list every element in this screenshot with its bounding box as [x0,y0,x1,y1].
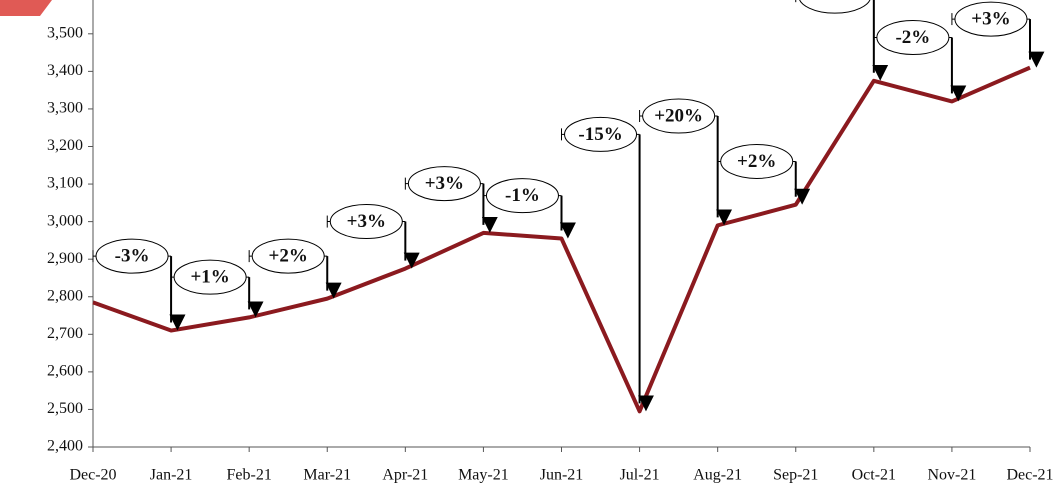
annotation-bubble [799,0,871,14]
x-tick-label: May-21 [458,467,509,484]
y-tick-label: 2,500 [47,400,83,417]
y-tick-label: 3,200 [47,137,83,154]
annotation-label: -1% [505,185,540,206]
change-annotation: -3% [92,238,186,331]
annotation-label: +20% [654,105,703,126]
x-tick-label: Jan-21 [150,467,193,484]
change-annotation: +1% [170,259,264,318]
y-tick-label: 2,900 [47,250,83,267]
corner-decoration [0,0,52,16]
annotation-label: +3% [971,8,1010,29]
annotation-bubble [564,116,638,152]
annotation-label: +2% [737,151,776,172]
annotation-label: +2% [269,245,308,266]
x-tick-label: Oct-21 [852,467,896,484]
y-tick-label: 3,100 [47,175,83,192]
x-tick-label: Nov-21 [927,467,976,484]
data-line [92,65,1031,414]
annotation-label: -2% [895,27,930,48]
y-tick-label: 2,600 [47,363,83,380]
change-annotation: -15% [561,116,654,412]
change-annotation: +20% [639,98,733,226]
x-tick-label: Apr-21 [382,467,428,484]
change-annotation: -2% [873,19,967,102]
change-annotation: -1% [482,178,576,239]
change-annotation: +2% [717,143,811,205]
annotation-bubble [95,238,169,274]
annotation-bubble [876,19,950,55]
annotation-bubble [173,259,247,295]
x-tick-label: Dec-20 [69,467,116,484]
annotation-bubble [954,1,1028,37]
y-tick-label: 3,000 [47,212,83,229]
change-annotation: +3% [326,204,420,269]
annotation-label: -15% [578,124,622,145]
x-tick-label: Dec-21 [1006,467,1053,484]
y-tick-label: 3,500 [47,24,83,41]
annotation-label: +3% [347,211,386,232]
change-annotation: +3% [951,1,1045,68]
y-tick-label: 3,300 [47,100,83,117]
x-tick-label: Jul-21 [620,467,660,484]
y-tick-label: 2,700 [47,325,83,342]
x-tick-label: Sep-21 [773,467,818,484]
change-annotation [795,0,889,81]
change-annotation: +2% [248,238,342,299]
change-annotation: +3% [404,166,498,233]
annotation-bubble [720,143,794,179]
annotation-bubble [251,238,325,274]
x-tick-label: Feb-21 [227,467,272,484]
annotation-label: -3% [115,245,150,266]
annotation-bubble [329,204,403,240]
y-tick-label: 2,400 [47,438,83,455]
annotation-label: +3% [425,173,464,194]
x-tick-label: Mar-21 [303,467,351,484]
y-tick-label: 2,800 [47,287,83,304]
annotation-bubble [642,98,716,134]
x-tick-label: Aug-21 [693,467,742,484]
x-tick-label: Jun-21 [540,467,584,484]
annotation-label: +1% [190,267,229,288]
y-tick-label: 3,400 [47,62,83,79]
annotation-bubble [407,166,481,202]
annotation-bubble [485,178,559,214]
